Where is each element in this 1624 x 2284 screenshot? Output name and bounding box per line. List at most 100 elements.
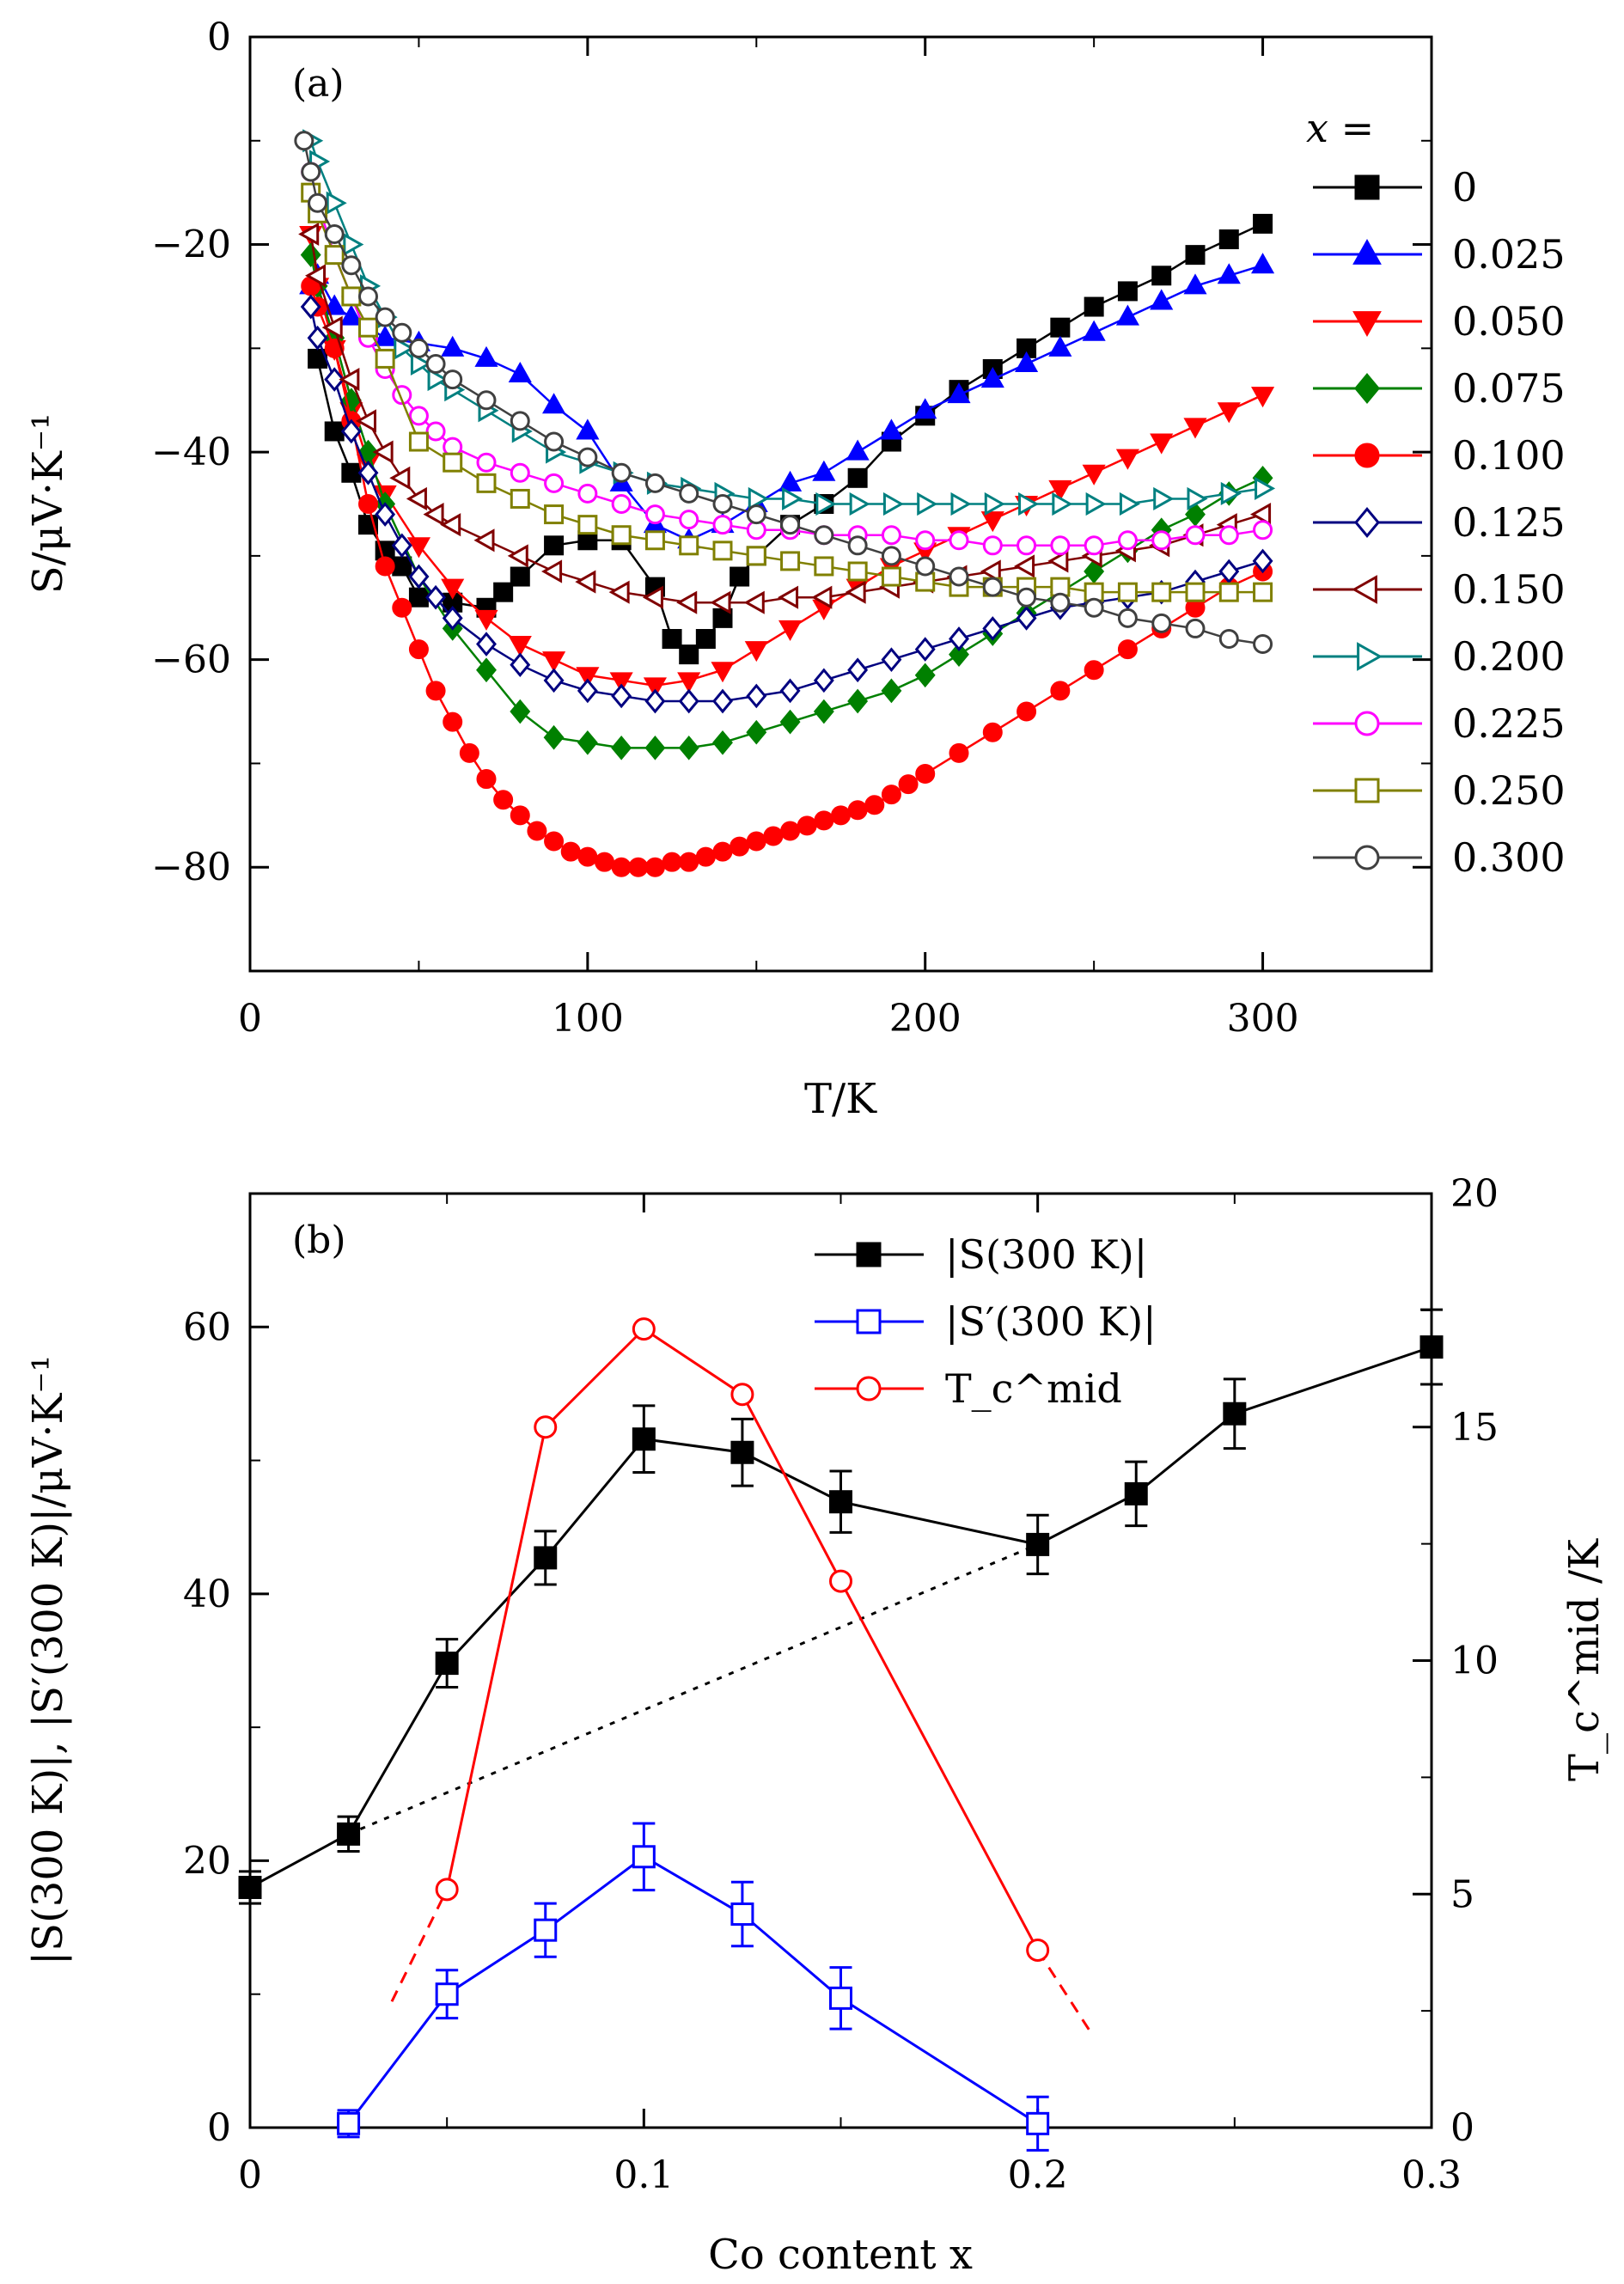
panel-b-point-series-1 bbox=[632, 1845, 656, 1869]
panel-b-legend-marker bbox=[856, 1376, 882, 1402]
panel-a-point-series-2 bbox=[441, 578, 465, 600]
panel-a-point-series-6 bbox=[642, 585, 663, 609]
panel-a-point-series-9 bbox=[324, 245, 345, 266]
panel-b-x-tick-label: 0.3 bbox=[1401, 2153, 1462, 2197]
panel-a-point-series-4 bbox=[527, 821, 547, 841]
panel-a-point-series-9 bbox=[577, 515, 598, 535]
panel-a-point-series-7 bbox=[1018, 492, 1040, 516]
panel-b-point-series-2 bbox=[1026, 1938, 1050, 1962]
panel-a-point-series-8 bbox=[510, 462, 530, 483]
panel-b-x-tick-label: 0.2 bbox=[1008, 2153, 1068, 2197]
panel-a-point-series-6 bbox=[372, 440, 394, 464]
panel-a-point-series-0 bbox=[408, 587, 429, 608]
panel-a-point-series-4 bbox=[831, 805, 851, 826]
panel-a-point-series-7 bbox=[343, 232, 364, 257]
panel-b-y-tick-label: 0 bbox=[207, 2106, 231, 2150]
panel-a-point-series-7 bbox=[849, 492, 870, 516]
panel-a-point-series-6 bbox=[1047, 549, 1069, 573]
panel-a-point-series-7 bbox=[1220, 481, 1242, 505]
panel-a-point-series-9 bbox=[814, 556, 834, 577]
panel-b-series bbox=[238, 1308, 1444, 2152]
panel-a-point-series-5 bbox=[408, 564, 430, 589]
panel-a-legend-marker bbox=[1354, 778, 1380, 803]
panel-a-point-series-2 bbox=[474, 609, 498, 631]
panel-a-point-series-10 bbox=[425, 353, 446, 374]
panel-a-point-series-6 bbox=[575, 570, 596, 594]
panel-a-legend-label: 0.150 bbox=[1452, 566, 1566, 613]
panel-a-point-series-5 bbox=[476, 632, 497, 656]
panel-b-point-series-0 bbox=[1419, 1335, 1444, 1359]
panel-a-point-series-10 bbox=[1185, 618, 1206, 638]
panel-a-point-series-4 bbox=[797, 815, 817, 836]
panel-a-point-series-4 bbox=[746, 831, 766, 852]
panel-a-point-series-6 bbox=[406, 486, 427, 511]
panel-a-point-series-10 bbox=[577, 447, 598, 467]
panel-a-point-series-6 bbox=[811, 585, 833, 609]
panel-a-point-series-8 bbox=[544, 473, 565, 493]
panel-a-point-series-5 bbox=[577, 678, 598, 704]
panel-a-point-series-0 bbox=[679, 644, 699, 665]
panel-a-point-series-2 bbox=[576, 667, 600, 688]
panel-a-point-series-8 bbox=[1185, 525, 1206, 546]
panel-a-point-series-2 bbox=[643, 677, 667, 699]
panel-a-point-series-10 bbox=[358, 286, 378, 307]
panel-a-point-series-4 bbox=[644, 857, 665, 877]
panel-a-point-series-10 bbox=[294, 131, 314, 151]
panel-b-point-series-2 bbox=[435, 1878, 459, 1902]
panel-b-legend-marker bbox=[856, 1309, 882, 1334]
panel-a-point-series-5 bbox=[425, 584, 447, 610]
panel-a-point-series-6 bbox=[305, 264, 327, 288]
panel-a-point-series-7 bbox=[984, 492, 1005, 516]
panel-a-point-series-6 bbox=[710, 590, 731, 614]
panel-a-point-series-4 bbox=[595, 852, 614, 872]
panel-a-point-series-0 bbox=[1084, 296, 1104, 317]
panel-b-point-series-1 bbox=[435, 1982, 459, 2006]
panel-a-point-series-2 bbox=[1115, 449, 1139, 470]
panel-a-point-series-5 bbox=[510, 652, 531, 678]
panel-a-x-axis-title: T/K bbox=[804, 1075, 877, 1123]
panel-a-point-series-7 bbox=[917, 492, 938, 516]
panel-b-y2-tick-label: 20 bbox=[1450, 1172, 1499, 1216]
panel-a-x-tick-label: 300 bbox=[1227, 997, 1299, 1041]
panel-b-point-series-1 bbox=[337, 2111, 361, 2135]
panel-a-point-series-7 bbox=[748, 486, 769, 511]
panel-b-point-series-2 bbox=[829, 1569, 852, 1593]
panel-a-point-series-4 bbox=[577, 846, 598, 867]
panel-a-point-series-2 bbox=[609, 672, 633, 693]
panel-a-point-series-1 bbox=[441, 335, 465, 357]
panel-b-point-series-2 bbox=[730, 1383, 754, 1407]
panel-a-plot-frame bbox=[248, 35, 1433, 973]
panel-a-point-series-5 bbox=[746, 683, 767, 709]
panel-a-point-series-9 bbox=[476, 473, 497, 493]
panel-a-point-series-6 bbox=[1014, 554, 1035, 578]
panel-a-point-series-0 bbox=[341, 462, 362, 483]
panel-a-point-series-9 bbox=[544, 504, 565, 525]
panel-a-y-tick-label: −20 bbox=[151, 223, 231, 267]
panel-a-point-series-10 bbox=[408, 338, 429, 358]
panel-a-point-series-3 bbox=[678, 735, 699, 760]
panel-a-y-tick-label: −60 bbox=[151, 638, 231, 682]
panel-a-point-series-8 bbox=[644, 504, 665, 525]
panel-a-point-series-7 bbox=[427, 367, 449, 392]
panel-a-point-series-10 bbox=[1253, 634, 1273, 655]
panel-a-point-series-4 bbox=[780, 821, 801, 841]
panel-a-point-series-8 bbox=[1218, 525, 1239, 546]
panel-b-legend: |S(300 K)| |S′(300 K)| T_c^mid bbox=[815, 1231, 1157, 1412]
panel-a-point-series-6 bbox=[507, 544, 528, 568]
panel-a-point-series-8 bbox=[408, 406, 429, 426]
panel-a-point-series-7 bbox=[1085, 492, 1107, 516]
panel-a-point-series-1 bbox=[373, 325, 397, 346]
panel-a-point-series-9 bbox=[644, 530, 665, 551]
panel-a-point-series-3 bbox=[300, 242, 321, 267]
panel-a-point-series-7 bbox=[1187, 486, 1208, 511]
panel-a-point-series-4 bbox=[881, 785, 901, 805]
panel-a-legend-marker bbox=[1354, 174, 1380, 200]
panel-a-point-series-1 bbox=[1217, 263, 1241, 284]
panel-a-point-series-6 bbox=[355, 409, 376, 433]
panel-a-point-series-2 bbox=[677, 672, 701, 693]
panel-b-y-axis-title: |S(300 K)|, |S′(300 K)|/μV·K⁻¹ bbox=[24, 1355, 72, 1965]
panel-a-point-series-10 bbox=[679, 483, 699, 504]
panel-a-point-series-10 bbox=[780, 515, 801, 535]
panel-a-point-series-4 bbox=[898, 774, 919, 795]
panel-a-point-series-0 bbox=[1185, 245, 1206, 266]
